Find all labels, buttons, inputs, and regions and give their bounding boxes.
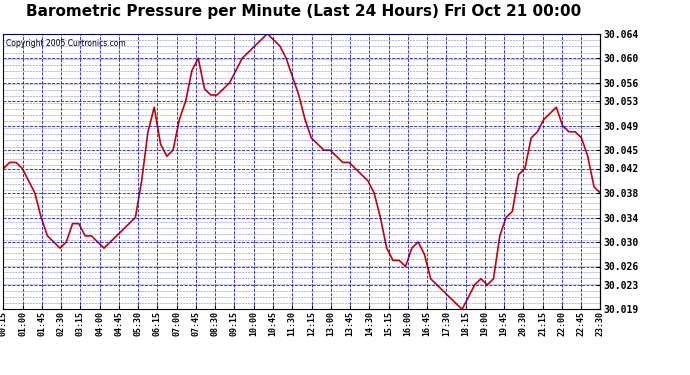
- Text: Barometric Pressure per Minute (Last 24 Hours) Fri Oct 21 00:00: Barometric Pressure per Minute (Last 24 …: [26, 4, 581, 19]
- Text: Copyright 2005 Curtronics.com: Copyright 2005 Curtronics.com: [6, 39, 126, 48]
